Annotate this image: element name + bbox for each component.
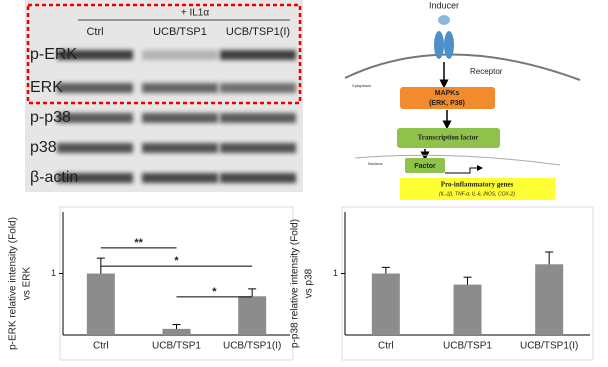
factor-box: [405, 158, 445, 173]
x-tick-label: UCB/TSP1(I): [223, 341, 281, 352]
inducer-icon: [438, 15, 450, 25]
bar: [535, 264, 564, 335]
blot-band: [57, 83, 133, 93]
x-tick-label: UCB/TSP1: [443, 341, 492, 352]
blot-band: [142, 113, 218, 123]
receptor-icon: [444, 31, 454, 59]
x-tick-label: UCB/TSP1: [152, 341, 201, 352]
blot-band: [142, 173, 218, 183]
significance-label: *: [174, 255, 179, 267]
x-tick-label: UCB/TSP1(I): [520, 341, 578, 352]
bar: [453, 284, 482, 335]
blot-band: [220, 83, 296, 93]
blot-band: [220, 113, 296, 123]
receptor-icon: [434, 31, 444, 59]
blot-band: [57, 50, 133, 60]
significance-label: **: [134, 237, 143, 249]
blot-band: [142, 143, 218, 153]
bar: [238, 296, 267, 335]
factor-label: Factor: [414, 163, 436, 170]
blot-lane-label: UCB/TSP1(I): [226, 26, 290, 38]
y-tick-label: 1: [333, 268, 338, 278]
genes-detail: (IL-1β, TNF-α, IL-6, iNOS, COX-2): [439, 191, 515, 197]
receptor-label: Receptor: [470, 67, 503, 76]
blot-band: [220, 173, 296, 183]
genes-box: [400, 178, 555, 200]
blot-band: [142, 50, 218, 60]
nucleus-label: Nucleus: [368, 161, 382, 166]
x-tick-label: Ctrl: [378, 341, 394, 352]
genes-label: Pro-inflammatory genes: [441, 181, 514, 189]
blot-band: [57, 143, 133, 153]
plot-frame: [341, 206, 594, 361]
blot-band: [220, 143, 296, 153]
highlight-box: [26, 3, 302, 105]
tf-box: [397, 128, 500, 148]
x-tick-label: Ctrl: [93, 341, 109, 352]
membrane: [344, 53, 581, 81]
significance-label: *: [212, 286, 217, 298]
y-axis-label: p-ERK relative intensity (Fold): [8, 217, 19, 350]
arrow: [445, 165, 483, 174]
blot-row-label: p-p38: [30, 109, 71, 126]
blot-lane-label: Ctrl: [86, 26, 103, 38]
blot-band: [57, 113, 133, 123]
mapk-box: [400, 87, 495, 109]
inducer-label: Inducer: [429, 0, 459, 10]
y-axis-label: vs ERK: [22, 267, 33, 301]
tf-label: Transcription factor: [418, 134, 479, 142]
mapk-label: MAPKs: [435, 90, 460, 97]
blot-background: [25, 0, 303, 192]
y-tick-label: 1: [51, 268, 56, 278]
blot-row-label: ERK: [30, 79, 63, 96]
blot-band: [57, 173, 133, 183]
bar: [371, 273, 400, 335]
cytoplasm-label: Cytoplasm: [352, 83, 372, 88]
plot-frame: [59, 206, 294, 361]
y-axis-label: vs p38: [304, 268, 315, 298]
blot-band: [142, 83, 218, 93]
treatment-label: + IL1α: [181, 8, 210, 19]
blot-row-label: p-ERK: [30, 46, 77, 63]
blot-band: [220, 50, 296, 60]
blot-row-label: p38: [30, 139, 57, 156]
blot-row-label: β-actin: [30, 169, 78, 186]
nuclear-membrane: [354, 154, 561, 166]
y-axis-label: p-p38 relative intensity (Fold): [290, 219, 301, 348]
mapk-detail: (ERK, P38): [429, 100, 465, 107]
bar: [86, 273, 115, 335]
bar: [162, 328, 191, 335]
blot-lane-label: UCB/TSP1: [153, 26, 207, 38]
